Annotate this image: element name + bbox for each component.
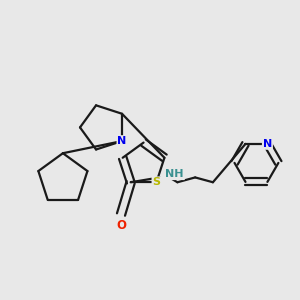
Text: N: N	[117, 136, 127, 146]
Text: S: S	[152, 177, 160, 187]
Text: NH: NH	[166, 169, 184, 179]
Text: O: O	[116, 219, 126, 232]
Text: N: N	[263, 139, 272, 149]
